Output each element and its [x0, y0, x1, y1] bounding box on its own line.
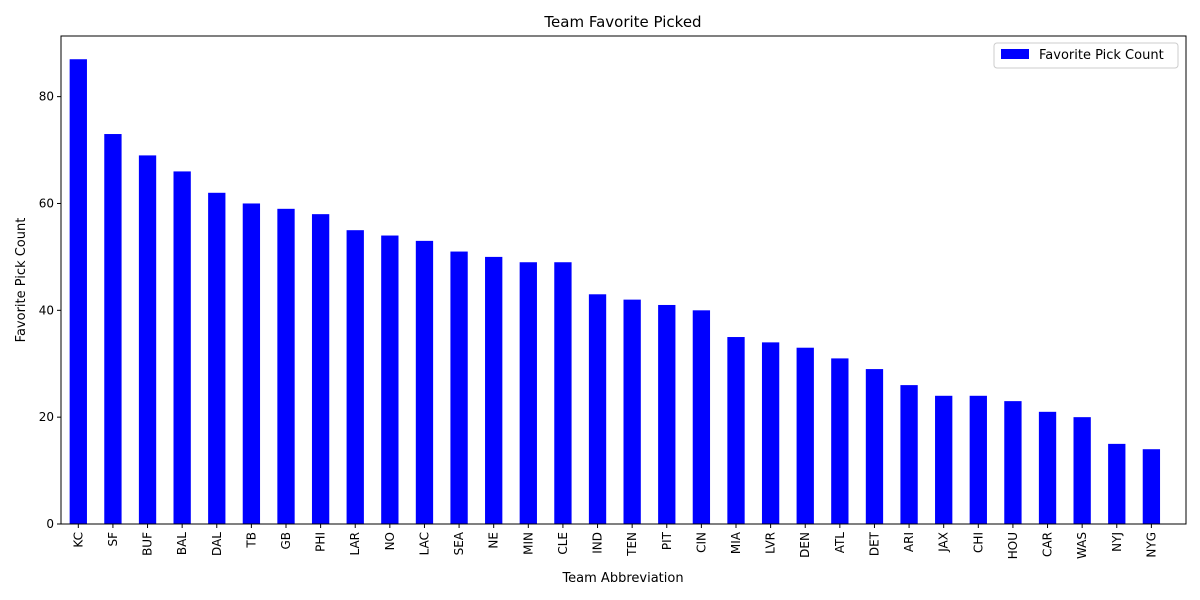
bar-lvr — [761, 342, 780, 524]
bar-hou — [1004, 401, 1022, 524]
x-tick-label: LVR — [764, 532, 778, 554]
y-tick-label: 0 — [46, 517, 54, 531]
bar-det — [865, 369, 884, 524]
bar-dal — [208, 192, 226, 525]
bar-nyj — [1108, 443, 1126, 524]
x-tick-label: DAL — [210, 532, 224, 556]
bar-lac — [415, 240, 434, 524]
x-axis-label: Team Abbreviation — [561, 571, 683, 586]
x-tick-label: NYG — [1144, 532, 1158, 558]
plot-frame — [60, 35, 1187, 525]
bar-ind — [588, 294, 607, 524]
bar-mia — [727, 337, 745, 524]
x-tick-label: PHI — [314, 532, 328, 552]
x-tick-label: TEN — [625, 532, 639, 557]
x-axis-ticks: KC SF BUF BAL DAL TB GB PHI LAR NO LAC SEA NE MIN CLE I… — [71, 524, 1158, 559]
x-tick-label: MIA — [729, 531, 743, 554]
x-tick-label: CHI — [971, 532, 985, 553]
x-tick-label: CLE — [556, 532, 570, 555]
x-tick-label: BAL — [175, 532, 189, 555]
y-tick-label: 20 — [39, 410, 54, 424]
y-tick-label: 60 — [39, 196, 54, 210]
x-tick-label: GB — [279, 532, 293, 550]
x-tick-label: NYJ — [1110, 532, 1124, 552]
bar-chi — [969, 395, 987, 524]
x-tick-label: IND — [591, 532, 605, 554]
bar-den — [796, 347, 814, 524]
y-tick-label: 80 — [39, 90, 54, 104]
x-tick-label: WAS — [1075, 532, 1089, 559]
bar-car — [1038, 411, 1057, 524]
bar-buf — [138, 155, 157, 524]
bar-cin — [692, 310, 711, 524]
bar-was — [1073, 417, 1091, 524]
bar-phi — [311, 214, 330, 524]
x-tick-label: CAR — [1041, 532, 1055, 557]
x-tick-label: BUF — [141, 532, 155, 556]
legend-label: Favorite Pick Count — [1039, 48, 1164, 63]
bar-pit — [658, 304, 676, 524]
x-tick-label: ARI — [902, 532, 916, 552]
bar-ne — [485, 256, 503, 524]
bar-ari — [900, 385, 918, 524]
bar-tb — [242, 203, 261, 524]
x-tick-label: DET — [867, 531, 881, 556]
bar-atl — [831, 358, 849, 524]
x-tick-label: CIN — [694, 532, 708, 553]
bar-sf — [104, 134, 122, 524]
y-axis-ticks: 0 20 40 60 80 — [39, 90, 61, 531]
x-tick-label: NE — [487, 532, 501, 549]
bar-bal — [173, 171, 191, 525]
x-tick-label: PIT — [660, 531, 674, 550]
legend: Favorite Pick Count — [993, 42, 1179, 69]
bar-lar — [346, 230, 364, 524]
x-tick-label: JAX — [937, 532, 951, 553]
x-tick-label: MIN — [521, 532, 535, 555]
bars-group — [69, 59, 1161, 525]
legend-swatch — [1001, 49, 1029, 59]
x-tick-label: DEN — [798, 532, 812, 558]
bar-cle — [554, 262, 572, 524]
x-tick-label: HOU — [1006, 532, 1020, 559]
x-tick-label: LAC — [417, 532, 431, 555]
bar-kc — [69, 59, 87, 525]
bar-sea — [450, 251, 468, 525]
legend-box — [993, 42, 1179, 69]
bar-min — [519, 262, 537, 524]
x-tick-label: TB — [244, 532, 258, 549]
x-tick-label: NO — [383, 532, 397, 550]
x-tick-label: SEA — [452, 531, 466, 555]
x-tick-label: SF — [106, 532, 120, 547]
bar-gb — [277, 208, 295, 524]
chart-title: Team Favorite Picked — [543, 13, 701, 31]
bar-ten — [623, 299, 641, 524]
y-axis-label: Favorite Pick Count — [14, 218, 29, 343]
bar-nyg — [1142, 449, 1161, 524]
x-tick-label: KC — [71, 532, 85, 548]
x-tick-label: LAR — [348, 532, 362, 556]
bar-no — [381, 235, 399, 524]
bar-jax — [935, 395, 953, 524]
x-tick-label: ATL — [833, 532, 847, 554]
y-tick-label: 40 — [39, 303, 54, 317]
